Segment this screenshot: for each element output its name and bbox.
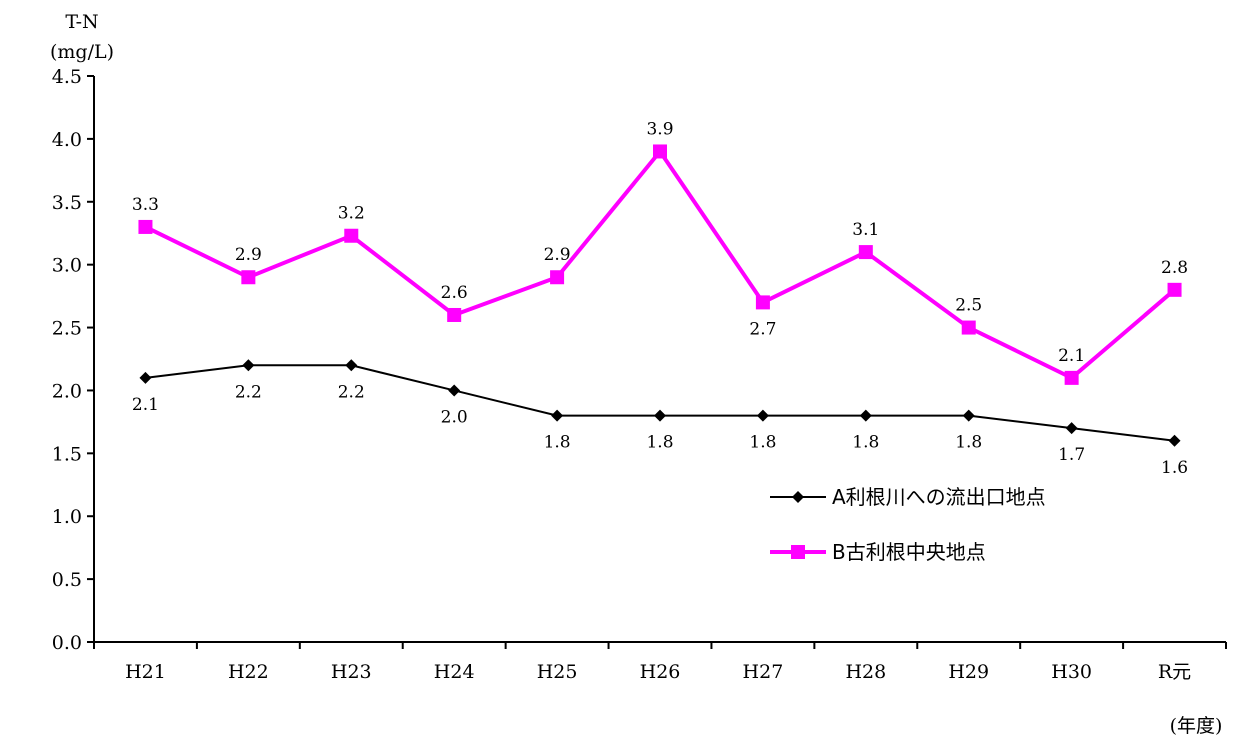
axes — [93, 76, 1226, 643]
data-point-marker — [756, 409, 769, 422]
data-label: 3.3 — [132, 195, 159, 215]
data-point-marker — [961, 320, 976, 335]
data-label: 2.5 — [955, 296, 982, 316]
data-point-marker — [344, 228, 359, 243]
data-point-marker — [859, 409, 872, 422]
series-line — [145, 364, 1175, 442]
data-point-marker — [962, 409, 975, 422]
data-labels: 2.1 2.2 2.2 2.0 1.8 1.8 1.8 1.8 1.8 1.7 1.6 3.3 2.9 3… — [132, 119, 1188, 477]
x-tick-label: H29 — [948, 661, 989, 683]
data-label: 1.8 — [544, 433, 571, 453]
series-layer — [138, 144, 1182, 447]
data-label: 2.2 — [338, 382, 365, 402]
x-tick-label: H26 — [640, 661, 681, 683]
data-point-marker — [858, 245, 873, 260]
data-label: 3.1 — [852, 220, 879, 240]
legend-label: A利根川への流出口地点 — [832, 485, 1046, 509]
x-tick-label: H27 — [743, 661, 784, 683]
x-tick-label: H23 — [331, 661, 372, 683]
data-point-marker — [241, 270, 256, 285]
data-label: 1.8 — [646, 433, 673, 453]
legend-marker — [791, 545, 805, 559]
data-label: 1.8 — [955, 433, 982, 453]
data-label: 2.1 — [1058, 346, 1085, 366]
data-label: 1.8 — [749, 433, 776, 453]
x-tick-label: R元 — [1158, 661, 1191, 683]
y-axis-unit: (mg/L) — [50, 41, 114, 63]
data-label: 2.9 — [544, 245, 571, 265]
y-tick-label: 3.5 — [52, 192, 82, 214]
x-tick-label: H25 — [537, 661, 578, 683]
x-tick-label: H24 — [434, 661, 475, 683]
x-axis-unit: (年度) — [1170, 715, 1223, 737]
y-tick-label: 0.5 — [52, 569, 82, 591]
x-ticks: H21 H22 H23 H24 H25 H26 H27 H28 H29 H30 R元 — [93, 642, 1227, 683]
data-point-marker — [448, 384, 461, 397]
data-label: 2.9 — [235, 245, 262, 265]
y-tick-label: 1.5 — [52, 443, 82, 465]
data-label: 1.7 — [1058, 445, 1085, 465]
data-point-marker — [653, 144, 667, 159]
data-point-marker — [242, 359, 255, 372]
data-point-marker — [138, 219, 153, 234]
data-point-marker — [1167, 282, 1182, 297]
x-tick-label: H30 — [1051, 661, 1092, 683]
data-point-marker — [654, 409, 666, 422]
series-line — [144, 148, 1176, 381]
data-point-marker — [550, 270, 565, 285]
data-label: 2.6 — [441, 283, 468, 303]
x-tick-label: H22 — [228, 661, 269, 683]
data-label: 1.8 — [852, 433, 879, 453]
data-point-marker — [1064, 370, 1079, 385]
data-label: 2.1 — [132, 395, 159, 415]
data-label: 2.2 — [235, 382, 262, 402]
data-label: 1.6 — [1161, 458, 1188, 478]
legend-label: B古利根中央地点 — [832, 540, 986, 564]
data-point-marker — [551, 409, 564, 422]
y-tick-label: 2.0 — [52, 380, 82, 402]
y-tick-label: 2.5 — [52, 318, 82, 340]
data-point-marker — [1065, 422, 1078, 435]
y-tick-label: 0.0 — [52, 632, 82, 654]
y-axis-title: T-N — [65, 11, 98, 33]
data-point-marker — [139, 371, 152, 384]
legend-marker — [792, 491, 804, 503]
y-tick-label: 3.0 — [52, 255, 82, 277]
data-point-marker — [755, 295, 770, 310]
data-label: 2.0 — [441, 407, 468, 427]
data-label: 2.7 — [749, 319, 776, 339]
x-tick-label: H21 — [125, 661, 166, 683]
data-point-marker — [345, 359, 358, 372]
x-tick-label: H28 — [845, 661, 886, 683]
data-label: 3.9 — [646, 119, 673, 139]
y-tick-label: 1.0 — [52, 506, 82, 528]
legend: A利根川への流出口地点 B古利根中央地点 — [770, 485, 1046, 564]
data-label: 3.2 — [338, 204, 365, 224]
y-ticks: 0.0 0.5 1.0 1.5 2.0 2.5 3.0 3.5 4.0 4.5 — [52, 66, 94, 654]
data-point-marker — [1168, 434, 1181, 447]
y-tick-label: 4.0 — [52, 129, 82, 151]
data-point-marker — [447, 307, 462, 322]
y-tick-label: 4.5 — [52, 66, 82, 88]
data-label: 2.8 — [1161, 258, 1188, 278]
